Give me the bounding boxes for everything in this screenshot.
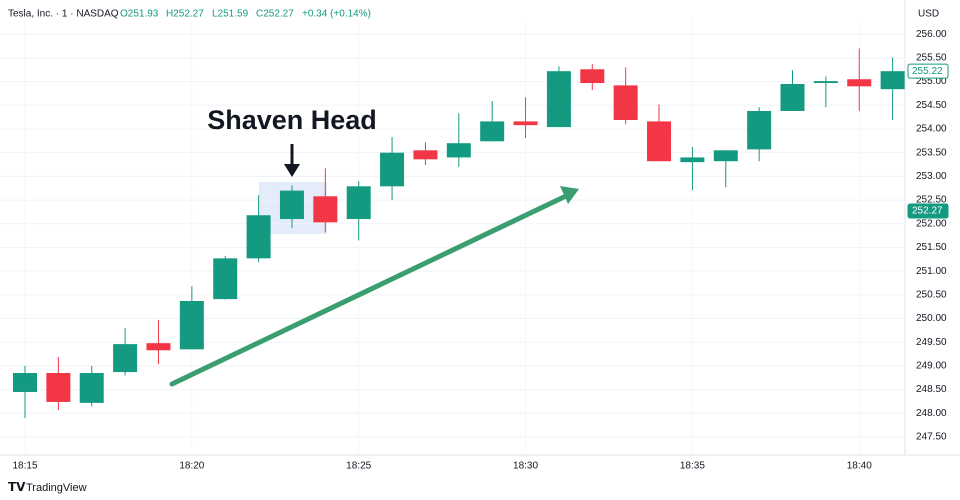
candle-body — [446, 143, 471, 158]
candle-body — [146, 343, 171, 351]
y-tick-label: 252.00 — [916, 218, 947, 229]
candle-body — [647, 121, 672, 162]
candle-body — [680, 157, 705, 163]
candle-body — [113, 344, 138, 373]
x-tick-label: 18:35 — [680, 461, 705, 472]
y-tick-label: 249.50 — [916, 337, 947, 348]
y-tick-label: 248.50 — [916, 384, 947, 395]
ohlc-open: O251.93 — [120, 9, 159, 20]
y-tick-label: 254.50 — [916, 100, 947, 111]
logo-icon: 𝗧𝗩 — [8, 480, 26, 494]
logo: 𝗧𝗩 TradingView — [8, 480, 87, 494]
annotation: Shaven Head — [207, 105, 377, 135]
y-tick-label: 255.50 — [916, 53, 947, 64]
x-tick-label: 18:30 — [513, 461, 538, 472]
candle-body — [513, 121, 538, 126]
candle-body — [546, 71, 571, 128]
ohlc-change: +0.34 (+0.14%) — [302, 9, 371, 20]
x-tick-label: 18:25 — [346, 461, 371, 472]
y-tick-label: 249.00 — [916, 361, 947, 372]
y-tick-label: 254.00 — [916, 124, 947, 135]
y-tick-label: 251.00 — [916, 266, 947, 277]
candle-body — [213, 258, 238, 300]
candle-body — [179, 300, 204, 350]
candle-body — [847, 79, 872, 87]
candle-body — [380, 152, 405, 187]
plot: 247.50 248.00 248.50 249.00 249.50 250.00 250.… — [0, 20, 947, 472]
candle-body — [780, 83, 805, 111]
price-label: 255.22 — [912, 66, 943, 77]
candle-body — [880, 71, 905, 90]
y-tick-label: 247.50 — [916, 432, 947, 443]
y-tick-label: 256.00 — [916, 29, 947, 40]
ohlc-legend: O251.93 H252.27 L251.59 C252.27 +0.34 (+… — [120, 9, 371, 20]
price-label-box — [907, 63, 949, 79]
x-tick-label: 18:15 — [12, 461, 37, 472]
candle-body — [13, 373, 37, 392]
x-tick-label: 18:20 — [179, 461, 204, 472]
x-tick-label: 18:40 — [847, 461, 872, 472]
symbol: Tesla, Inc. · 1 · NASDAQ — [8, 9, 119, 20]
candle-body — [46, 373, 71, 402]
y-tick-label: 251.50 — [916, 242, 947, 253]
candle-body — [79, 373, 104, 403]
y-tick-label: 252.50 — [916, 195, 947, 206]
y-tick-label: 250.00 — [916, 313, 947, 324]
candle-body — [413, 150, 438, 160]
candle-body — [713, 150, 738, 162]
candle-body — [279, 190, 304, 220]
candle-body — [313, 196, 338, 223]
y-tick-label: 250.50 — [916, 289, 947, 300]
currency: USD — [918, 9, 939, 20]
ohlc-low: L251.59 — [212, 9, 249, 20]
y-tick-label: 248.00 — [916, 408, 947, 419]
candle-body — [747, 110, 772, 150]
ohlc-close: C252.27 — [256, 9, 294, 20]
annotation-arrow — [284, 144, 300, 177]
price-label-box — [907, 203, 949, 219]
trend-arrow — [169, 186, 579, 387]
candle-body — [813, 81, 838, 84]
candle-body — [480, 121, 505, 142]
ohlc-high: H252.27 — [166, 9, 204, 20]
footer: TradingView — [26, 482, 87, 494]
y-tick-label: 255.00 — [916, 76, 947, 87]
candle-body — [613, 85, 638, 120]
candle-body — [580, 69, 605, 84]
candle-body — [246, 215, 271, 259]
y-tick-label: 253.50 — [916, 147, 947, 158]
price-label: 252.27 — [912, 206, 943, 217]
candle-body — [346, 186, 371, 220]
y-tick-label: 253.00 — [916, 171, 947, 182]
